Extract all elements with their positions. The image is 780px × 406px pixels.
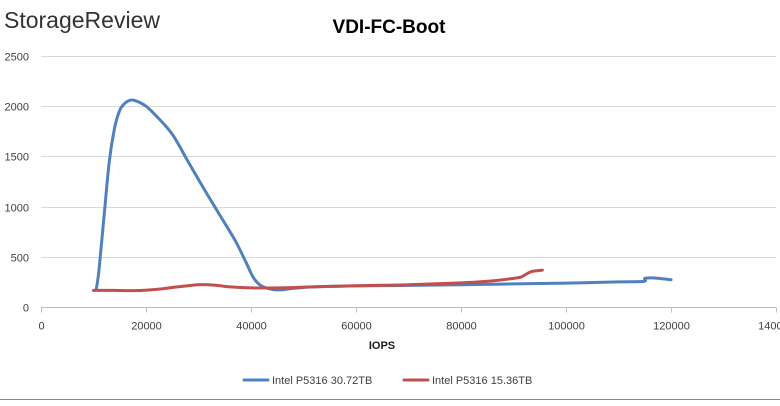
y-tick-label: 1000 [5,203,29,215]
x-axis-label: IOPS [369,340,395,352]
axes [41,307,777,313]
y-tick-label: 2000 [5,102,29,114]
x-tick-label: 60000 [341,321,372,333]
x-tick-label: 40000 [236,321,267,333]
y-tick-label: 0 [23,303,29,315]
data-series [92,98,673,293]
tick-labels: 0 500 1000 1500 2000 2500 0 20000 40000 60000 8000… [5,52,780,333]
x-tick-label: 80000 [446,321,477,333]
legend: Intel P5316 30.72TB Intel P5316 15.36TB [242,375,532,387]
y-tick-label: 2500 [5,52,29,64]
series-line-2 [92,268,544,293]
x-tick-label: 120000 [653,321,690,333]
y-tick-label: 1500 [5,152,29,164]
legend-label: Intel P5316 15.36TB [432,375,532,387]
series-line-1 [94,98,673,292]
x-tick-label: 20000 [131,321,162,333]
x-tick-label: 140000 [758,321,780,333]
x-tick-label: 100000 [548,321,585,333]
brand-logo: StorageReview [4,7,160,33]
y-tick-label: 500 [11,253,29,265]
grid-lines [41,56,776,258]
x-tick-label: 0 [38,321,44,333]
legend-label: Intel P5316 30.72TB [272,375,372,387]
chart-title: VDI-FC-Boot [333,17,447,38]
